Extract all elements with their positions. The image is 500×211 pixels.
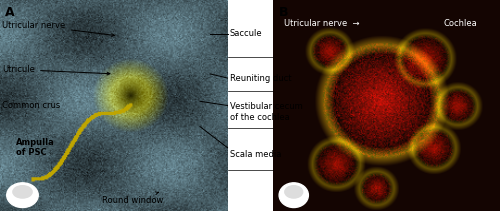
Text: Round window: Round window	[102, 192, 164, 205]
Text: Scala media: Scala media	[230, 150, 281, 158]
Ellipse shape	[279, 183, 308, 208]
Text: Utricular nerve  →: Utricular nerve →	[284, 19, 360, 28]
Text: Reuniting duct: Reuniting duct	[230, 74, 292, 83]
Text: Cochlea: Cochlea	[443, 19, 477, 28]
Ellipse shape	[285, 186, 302, 198]
Text: Saccule: Saccule	[230, 29, 262, 38]
Text: A: A	[4, 6, 14, 19]
Text: Utricule: Utricule	[2, 65, 110, 75]
Text: Common crus: Common crus	[2, 101, 60, 110]
Ellipse shape	[7, 183, 38, 208]
Ellipse shape	[13, 186, 32, 198]
Text: Utricular nerve: Utricular nerve	[2, 21, 114, 37]
Text: Vestibular cecum
of the cochlea: Vestibular cecum of the cochlea	[230, 102, 303, 122]
Text: Ampulla
of PSC: Ampulla of PSC	[16, 138, 54, 157]
Text: B: B	[280, 6, 289, 19]
